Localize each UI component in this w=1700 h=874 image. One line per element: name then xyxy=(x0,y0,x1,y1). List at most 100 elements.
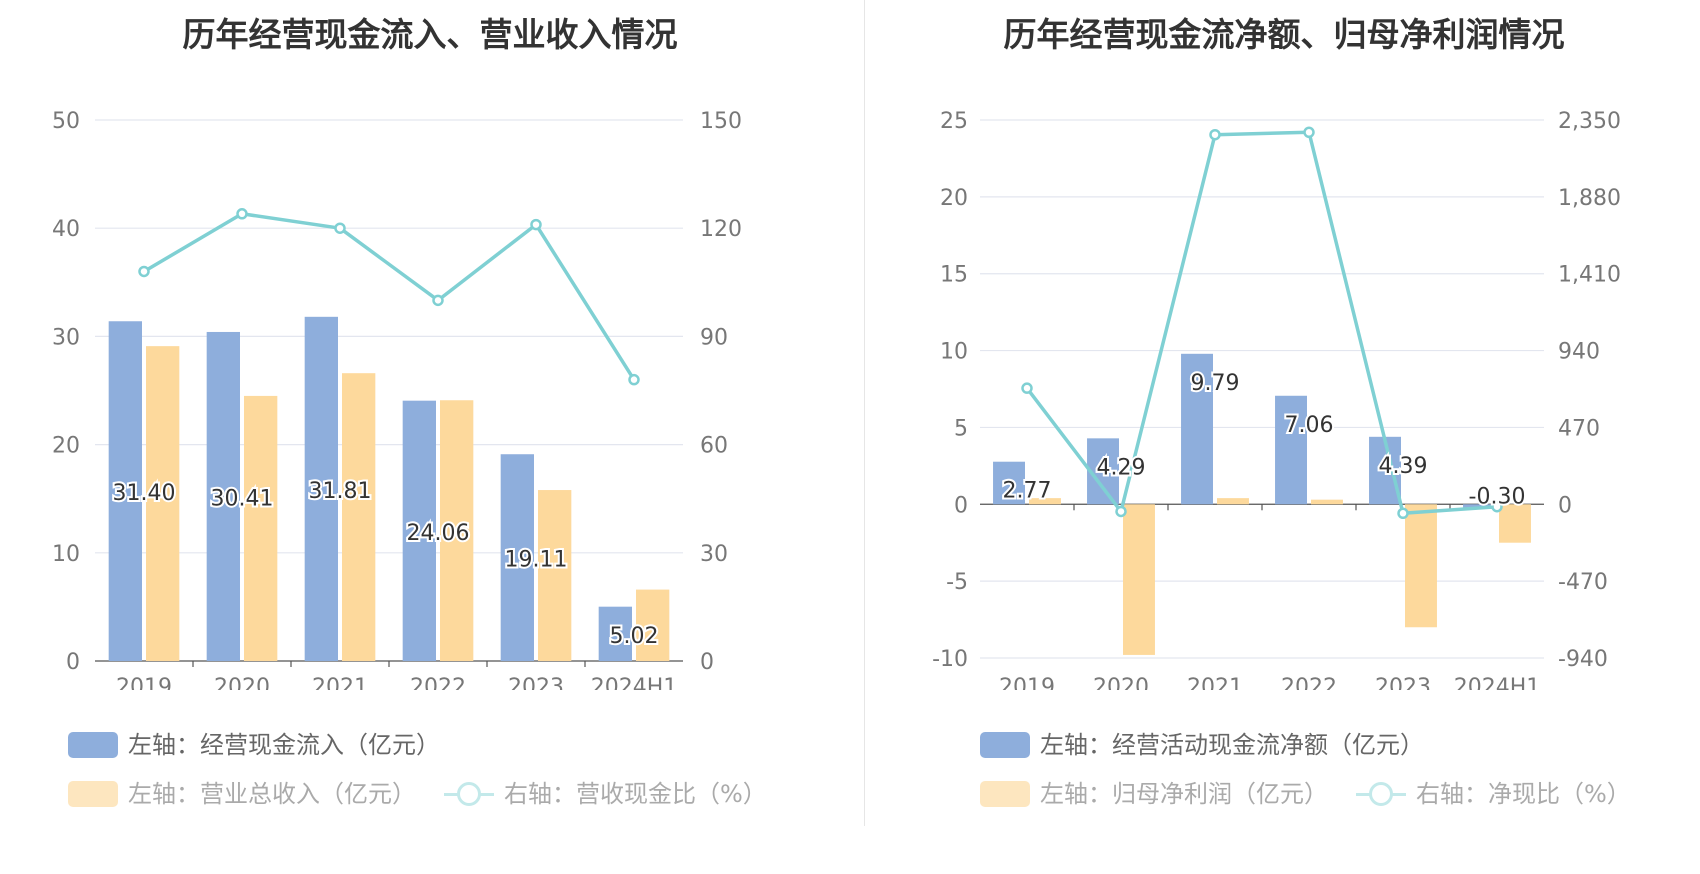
y-tick-left: 15 xyxy=(940,263,968,288)
data-label: 19.11 xyxy=(505,548,568,573)
bar xyxy=(636,589,670,661)
bar xyxy=(1311,499,1343,505)
x-tick-label: 2020 xyxy=(214,675,270,690)
line-point xyxy=(334,222,346,234)
cash-inflow-revenue-chart: 0 0 10 30 20 60 30 90 40 120 50 150 2019 2020 2021 2022… xyxy=(52,109,742,690)
y-tick-right: 2,350 xyxy=(1558,109,1621,134)
bar xyxy=(244,395,278,661)
y-tick-right: 0 xyxy=(1558,493,1572,518)
bar xyxy=(1181,353,1213,505)
y-tick-right: 120 xyxy=(700,217,742,242)
data-label: -0.30 xyxy=(1469,484,1526,509)
y-tick-right: 90 xyxy=(700,325,728,350)
x-tick-label: 2022 xyxy=(1281,675,1337,690)
bar xyxy=(1275,395,1307,505)
legend-swatch xyxy=(980,781,1030,807)
data-label: 5.02 xyxy=(610,624,659,649)
line-point xyxy=(138,265,150,278)
legend-item-cash-ratio[interactable]: 右轴：营收现金比（%） xyxy=(444,777,767,809)
right-chart-panel: 历年经营现金流净额、归母净利润情况 -10 -940 -5 -470 0 0 5 470 10 9… xyxy=(868,0,1700,874)
line-point xyxy=(628,373,640,386)
legend-item-net-cashflow[interactable]: 左轴：经营活动现金流净额（亿元） xyxy=(980,728,1424,760)
line-point xyxy=(1303,126,1315,139)
legend-item-net-profit[interactable]: 左轴：归母净利润（亿元） xyxy=(980,777,1328,809)
y-tick-left: 0 xyxy=(66,650,80,675)
line-series xyxy=(1025,130,1498,516)
bar xyxy=(304,316,338,661)
y-tick-left: 25 xyxy=(940,109,968,134)
bar xyxy=(598,606,632,661)
data-label: 7.06 xyxy=(1285,413,1334,438)
line-point xyxy=(236,208,248,220)
chart-title: 历年经营现金流入、营业收入情况 xyxy=(182,15,678,54)
net-cashflow-profit-chart: -10 -940 -5 -470 0 0 5 470 10 940 15 1,410 20 1,880 25… xyxy=(932,109,1621,690)
legend-line-swatch xyxy=(444,781,494,807)
bar xyxy=(206,331,240,661)
y-tick-right: 150 xyxy=(700,109,742,134)
y-tick-right: -470 xyxy=(1558,570,1608,595)
y-tick-right: 0 xyxy=(700,650,714,675)
left-chart-panel: 历年经营现金流入、营业收入情况 0 0 10 30 20 60 30 90 40 120 50 150… xyxy=(52,15,767,809)
bar xyxy=(1499,504,1531,543)
bar xyxy=(1029,498,1061,505)
legend-item-net-cash-ratio[interactable]: 右轴：净现比（%） xyxy=(1356,777,1631,809)
x-tick-label: 2023 xyxy=(1375,675,1431,690)
y-tick-right: 1,880 xyxy=(1558,186,1621,211)
data-label: 4.39 xyxy=(1379,454,1428,479)
bar xyxy=(1405,504,1437,628)
legend-item-revenue[interactable]: 左轴：营业总收入（亿元） xyxy=(68,777,416,809)
y-tick-left: 20 xyxy=(52,434,80,459)
bar xyxy=(108,321,142,661)
bar xyxy=(146,346,180,661)
y-tick-left: -10 xyxy=(932,647,968,672)
bar xyxy=(500,454,534,661)
y-tick-left: 0 xyxy=(954,493,968,518)
bar xyxy=(1123,504,1155,655)
x-tick-label: 2020 xyxy=(1093,675,1149,690)
data-label: 2.77 xyxy=(1003,479,1052,504)
y-tick-left: 20 xyxy=(940,186,968,211)
x-tick-label: 2023 xyxy=(508,675,564,690)
x-tick-label: 2022 xyxy=(410,675,466,690)
line-point xyxy=(1021,382,1033,394)
x-tick-label: 2021 xyxy=(1187,675,1243,690)
line-point xyxy=(432,294,444,307)
x-tick-label: 2024H1 xyxy=(591,675,678,690)
x-tick-label: 2024H1 xyxy=(1454,675,1541,690)
y-tick-right: 60 xyxy=(700,434,728,459)
y-tick-left: 40 xyxy=(52,217,80,242)
bar xyxy=(1217,498,1249,505)
y-tick-right: 470 xyxy=(1558,416,1600,441)
x-tick-label: 2021 xyxy=(312,675,368,690)
y-tick-right: 940 xyxy=(1558,340,1600,365)
data-label: 9.79 xyxy=(1191,371,1240,396)
line-series xyxy=(143,212,636,381)
x-tick-label: 2019 xyxy=(116,675,172,690)
legend-swatch xyxy=(980,732,1030,758)
line-point xyxy=(530,218,542,231)
line-point xyxy=(1397,507,1409,520)
line-point xyxy=(1491,500,1503,513)
chart-title: 历年经营现金流净额、归母净利润情况 xyxy=(1003,15,1565,54)
bar xyxy=(1369,436,1401,505)
line-point xyxy=(1209,128,1221,141)
y-tick-left: 10 xyxy=(940,340,968,365)
panel-divider xyxy=(864,0,865,826)
y-tick-left: 10 xyxy=(52,542,80,567)
bar xyxy=(538,490,572,661)
legend-line-swatch xyxy=(1356,781,1406,807)
data-label: 4.29 xyxy=(1097,455,1146,480)
y-tick-right: 1,410 xyxy=(1558,263,1621,288)
y-tick-right: -940 xyxy=(1558,647,1608,672)
legend-swatch xyxy=(68,781,118,807)
y-tick-left: -5 xyxy=(946,570,968,595)
bar xyxy=(993,461,1025,505)
line-point xyxy=(1115,505,1127,518)
y-tick-left: 30 xyxy=(52,325,80,350)
legend-item-cash-inflow[interactable]: 左轴：经营现金流入（亿元） xyxy=(68,728,440,760)
data-label: 24.06 xyxy=(407,521,470,546)
bar xyxy=(342,373,376,661)
x-tick-label: 2019 xyxy=(999,675,1055,690)
y-tick-left: 5 xyxy=(954,416,968,441)
bar xyxy=(402,400,436,661)
